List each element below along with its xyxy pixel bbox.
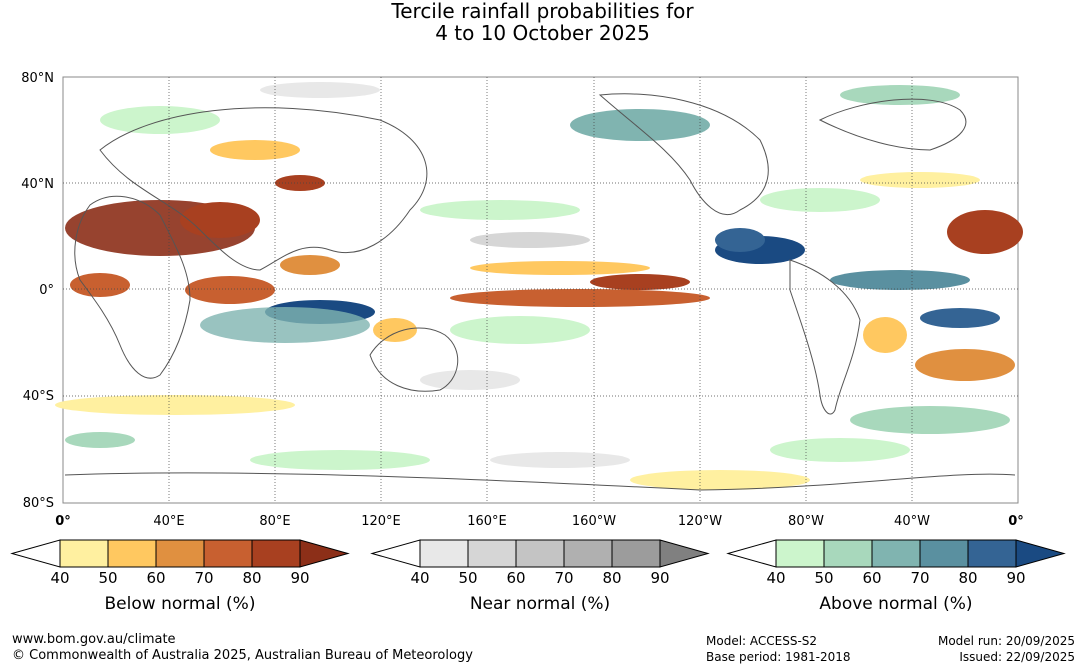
colorbar-tick-label: 80 xyxy=(958,569,977,587)
colorbar-tick-label: 90 xyxy=(1006,569,1025,587)
lon-label: 80°E xyxy=(259,514,290,529)
colorbar-segment xyxy=(726,539,777,568)
colorbar-segment xyxy=(59,539,109,568)
colorbar-segment xyxy=(155,539,205,568)
colorbar-segment xyxy=(107,539,157,568)
colorbar-segment xyxy=(659,539,710,568)
below-normal-label: Below normal (%) xyxy=(104,594,256,614)
colorbar-tick-label: 40 xyxy=(766,569,785,587)
colorbar-segment xyxy=(967,539,1017,568)
coastlines xyxy=(64,93,1016,491)
colorbar-segment xyxy=(823,539,873,568)
lat-label: 40°S xyxy=(23,389,54,404)
colorbar-segment xyxy=(203,539,253,568)
colorbar-segment xyxy=(919,539,969,568)
footer-issued: Issued: 22/09/2025 xyxy=(959,650,1075,664)
colorbar-tick-label: 60 xyxy=(506,569,525,587)
colorbar-tick-label: 80 xyxy=(602,569,621,587)
colorbar-tick-label: 60 xyxy=(146,569,165,587)
colorbar-segment xyxy=(10,539,61,568)
lat-label: 40°N xyxy=(21,177,54,192)
colorbar-tick-label: 70 xyxy=(910,569,929,587)
footer-url: www.bom.gov.au/climate xyxy=(12,632,176,647)
colorbar-above-normal: 40 50 60 70 80 90 xyxy=(726,539,1066,587)
colorbar-tick-label: 40 xyxy=(410,569,429,587)
lon-label: 160°W xyxy=(572,514,616,529)
colorbar-tick-label: 90 xyxy=(290,569,309,587)
lon-label: 160°E xyxy=(467,514,507,529)
colorbar-segment xyxy=(467,539,517,568)
above-normal-label: Above normal (%) xyxy=(819,594,973,614)
colorbar-segment xyxy=(370,539,421,568)
colorbar-near-normal: 40 50 60 70 80 90 xyxy=(370,539,710,587)
colorbar-tick-label: 50 xyxy=(458,569,477,587)
colorbar-tick-label: 90 xyxy=(650,569,669,587)
colorbar-segment xyxy=(1015,539,1066,568)
lon-label: 0° xyxy=(55,514,71,529)
colorbar-segment xyxy=(775,539,825,568)
colorbar-tick-label: 60 xyxy=(862,569,881,587)
lon-label: 120°E xyxy=(361,514,401,529)
lat-label: 80°S xyxy=(23,496,54,511)
colorbar-segment xyxy=(299,539,350,568)
map-title-line2: 4 to 10 October 2025 xyxy=(435,21,650,45)
footer-model: Model: ACCESS-S2 xyxy=(706,634,818,648)
colorbar-tick-label: 50 xyxy=(98,569,117,587)
near-normal-label: Near normal (%) xyxy=(469,594,611,614)
footer-copyright: © Commonwealth of Australia 2025, Austra… xyxy=(12,648,473,663)
colorbar-tick-label: 80 xyxy=(242,569,261,587)
footer-base-period: Base period: 1981-2018 xyxy=(706,650,851,664)
lon-label: 0° xyxy=(1008,514,1024,529)
colorbar-below-normal: 40 50 60 70 80 90 xyxy=(10,539,350,587)
colorbar-tick-label: 40 xyxy=(50,569,69,587)
colorbar-segment xyxy=(611,539,661,568)
colorbar-segment xyxy=(251,539,301,568)
colorbar-segment xyxy=(871,539,921,568)
colorbar-segment xyxy=(563,539,613,568)
colorbar-segment xyxy=(515,539,565,568)
lat-label: 80°N xyxy=(21,71,54,86)
colorbar-tick-label: 50 xyxy=(814,569,833,587)
lat-label: 0° xyxy=(39,283,54,298)
lon-label: 40°E xyxy=(153,514,184,529)
above-normal-regions xyxy=(65,85,1010,470)
lon-label: 40°W xyxy=(894,514,930,529)
graticule xyxy=(63,77,1018,503)
footer-model-run: Model run: 20/09/2025 xyxy=(937,634,1075,648)
colorbar-segment xyxy=(419,539,469,568)
map-title-line1: Tercile rainfall probabilities for xyxy=(391,0,694,23)
lon-label: 120°W xyxy=(678,514,722,529)
colorbar-tick-label: 70 xyxy=(554,569,573,587)
colorbar-tick-label: 70 xyxy=(194,569,213,587)
lon-label: 80°W xyxy=(788,514,824,529)
